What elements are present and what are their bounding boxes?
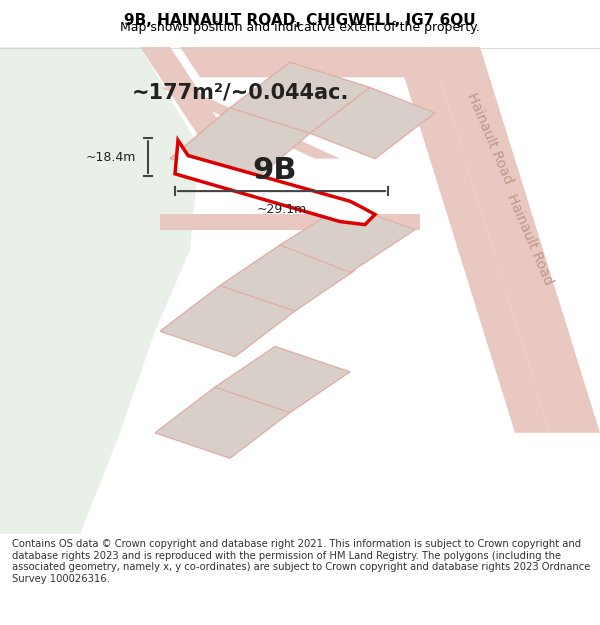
Polygon shape: [215, 346, 350, 413]
Polygon shape: [280, 204, 415, 272]
Text: ~177m²/~0.044ac.: ~177m²/~0.044ac.: [131, 82, 349, 102]
Text: ~29.1m: ~29.1m: [256, 203, 307, 216]
Text: Hainault Road: Hainault Road: [464, 91, 515, 186]
Polygon shape: [395, 47, 550, 432]
Polygon shape: [180, 47, 450, 78]
Text: ~18.4m: ~18.4m: [86, 151, 136, 164]
Text: Contains OS data © Crown copyright and database right 2021. This information is : Contains OS data © Crown copyright and d…: [12, 539, 590, 584]
Polygon shape: [0, 47, 200, 534]
Polygon shape: [155, 387, 290, 458]
Polygon shape: [160, 214, 420, 229]
Polygon shape: [220, 245, 355, 311]
Polygon shape: [170, 107, 310, 184]
Polygon shape: [310, 88, 435, 159]
Text: 9B, HAINAULT ROAD, CHIGWELL, IG7 6QU: 9B, HAINAULT ROAD, CHIGWELL, IG7 6QU: [124, 13, 476, 28]
Polygon shape: [230, 62, 370, 133]
Text: 9B: 9B: [253, 156, 297, 185]
Text: Map shows position and indicative extent of the property.: Map shows position and indicative extent…: [120, 21, 480, 34]
Polygon shape: [430, 47, 600, 432]
Polygon shape: [160, 88, 340, 159]
Text: Hainault Road: Hainault Road: [505, 192, 556, 288]
Polygon shape: [175, 140, 375, 224]
Polygon shape: [140, 47, 250, 169]
Polygon shape: [160, 286, 295, 357]
